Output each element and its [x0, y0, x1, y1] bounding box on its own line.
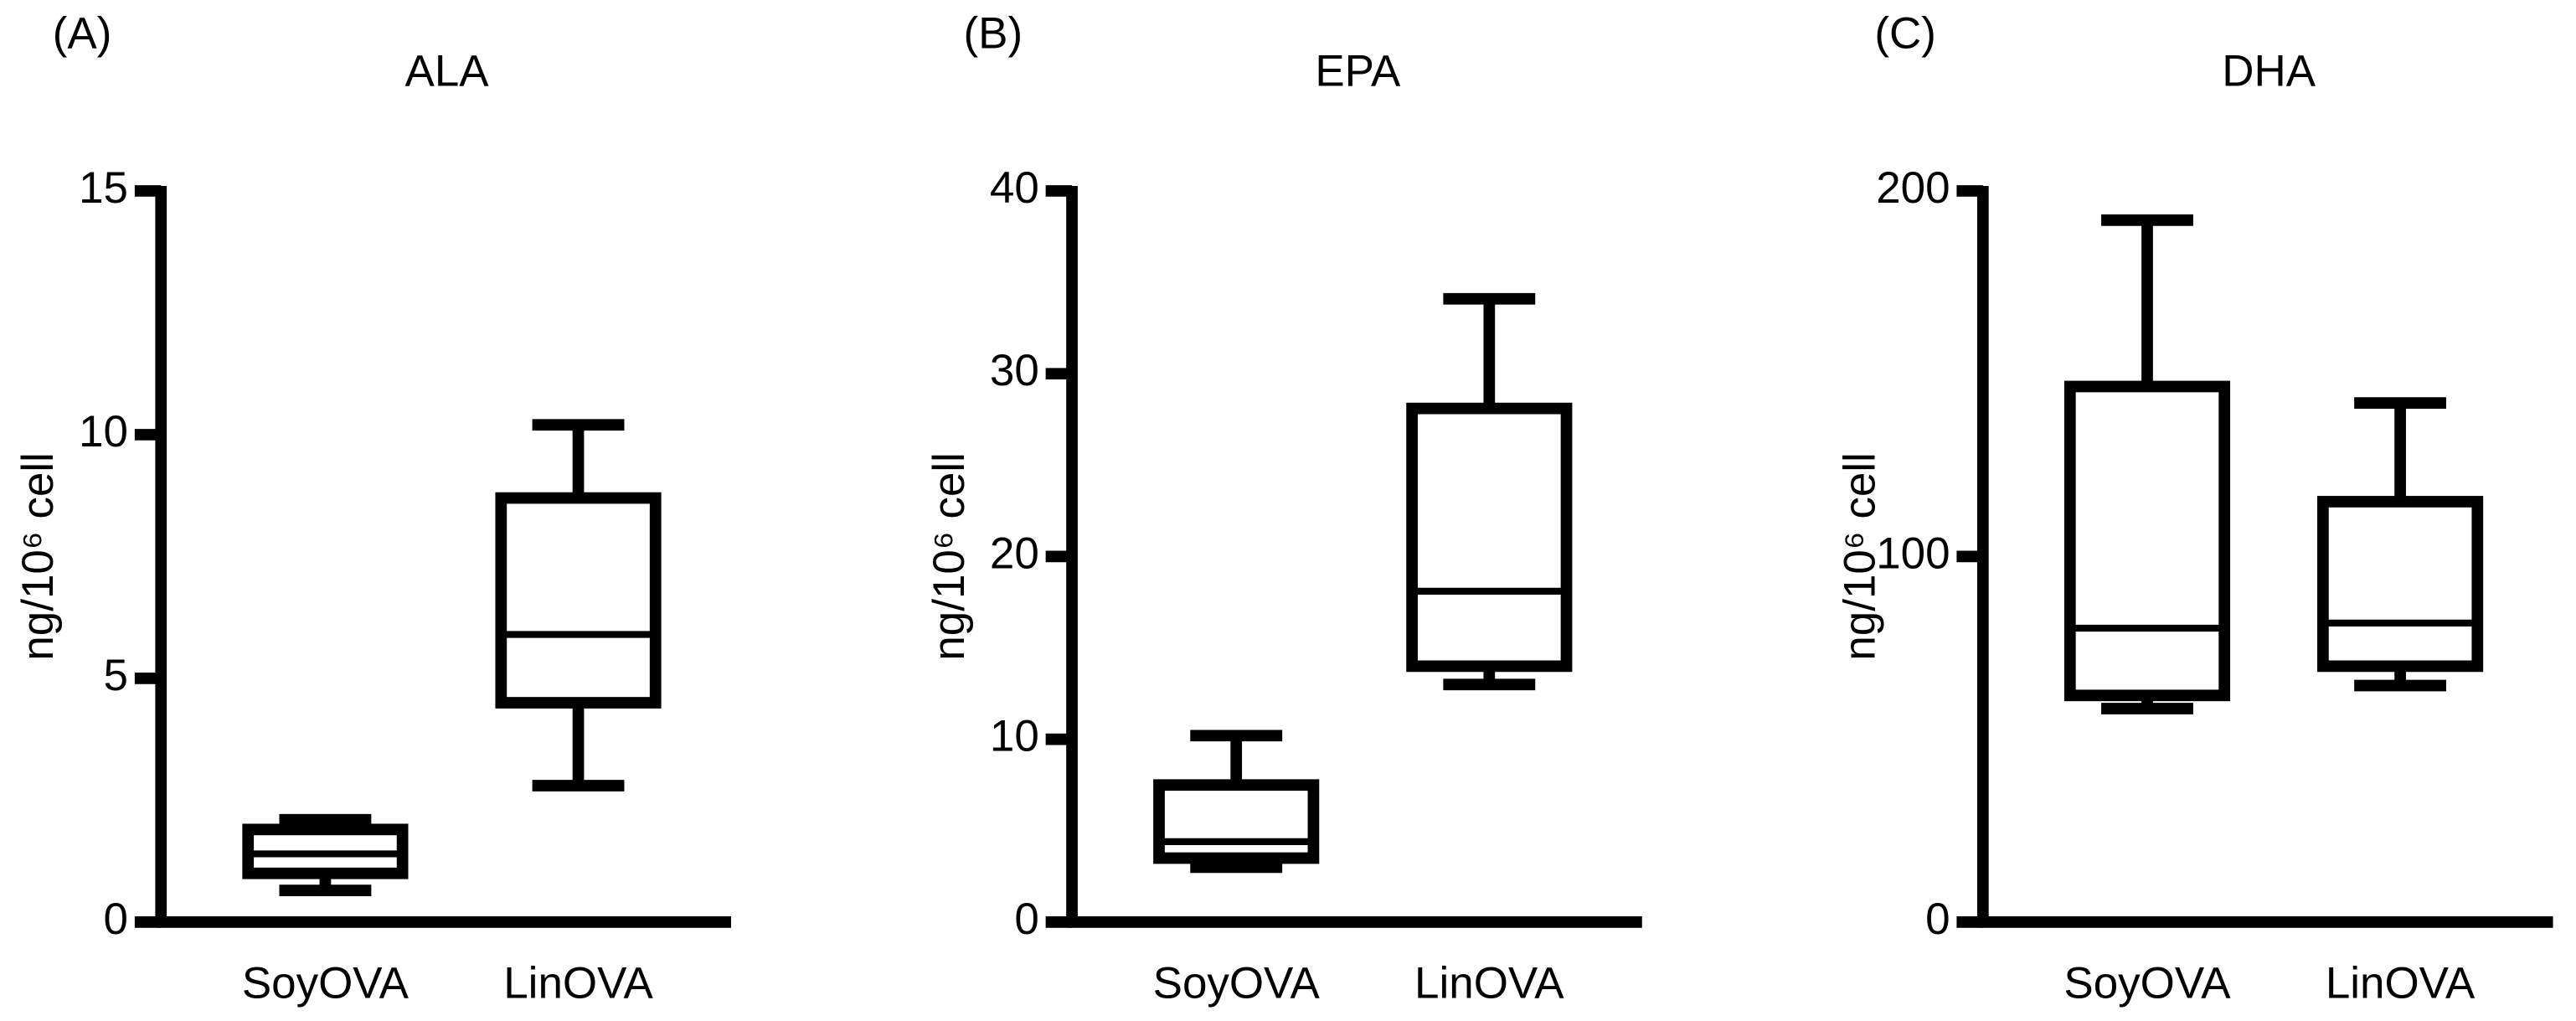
chart-title: DHA [2222, 47, 2316, 96]
y-tick-label: 15 [79, 163, 128, 213]
x-tick-label: LinOVA [503, 958, 653, 1008]
y-axis-label: ng/10⁶ cell [1836, 452, 1885, 660]
y-tick-label: 5 [104, 651, 128, 700]
chart-title: EPA [1315, 47, 1401, 96]
y-tick-label: 10 [990, 712, 1039, 761]
y-tick-label: 10 [79, 407, 128, 456]
y-tick-label: 20 [990, 529, 1039, 578]
x-tick-label: SoyOVA [1153, 958, 1321, 1008]
x-tick-label: SoyOVA [242, 958, 410, 1008]
panel-label: (C) [1874, 9, 1936, 59]
chart-title: ALA [405, 47, 490, 96]
box [2063, 380, 2231, 702]
y-tick-label: 0 [1014, 895, 1038, 944]
box [1406, 402, 1573, 673]
x-tick-label: LinOVA [1414, 958, 1564, 1008]
y-tick-label: 0 [1925, 895, 1950, 944]
y-tick-label: 40 [990, 163, 1039, 213]
panel-label: (B) [964, 9, 1023, 59]
box [495, 492, 662, 709]
y-axis-label: ng/10⁶ cell [13, 452, 63, 660]
y-tick-label: 0 [104, 895, 128, 944]
y-tick-label: 30 [990, 346, 1039, 395]
y-tick-label: 100 [1876, 529, 1950, 578]
x-tick-label: SoyOVA [2063, 958, 2231, 1008]
panel-label: (A) [53, 9, 112, 59]
y-axis-label: ng/10⁶ cell [925, 452, 974, 660]
y-tick-label: 200 [1876, 163, 1950, 213]
box [2317, 496, 2484, 673]
x-tick-label: LinOVA [2326, 958, 2476, 1008]
box [1153, 779, 1320, 864]
